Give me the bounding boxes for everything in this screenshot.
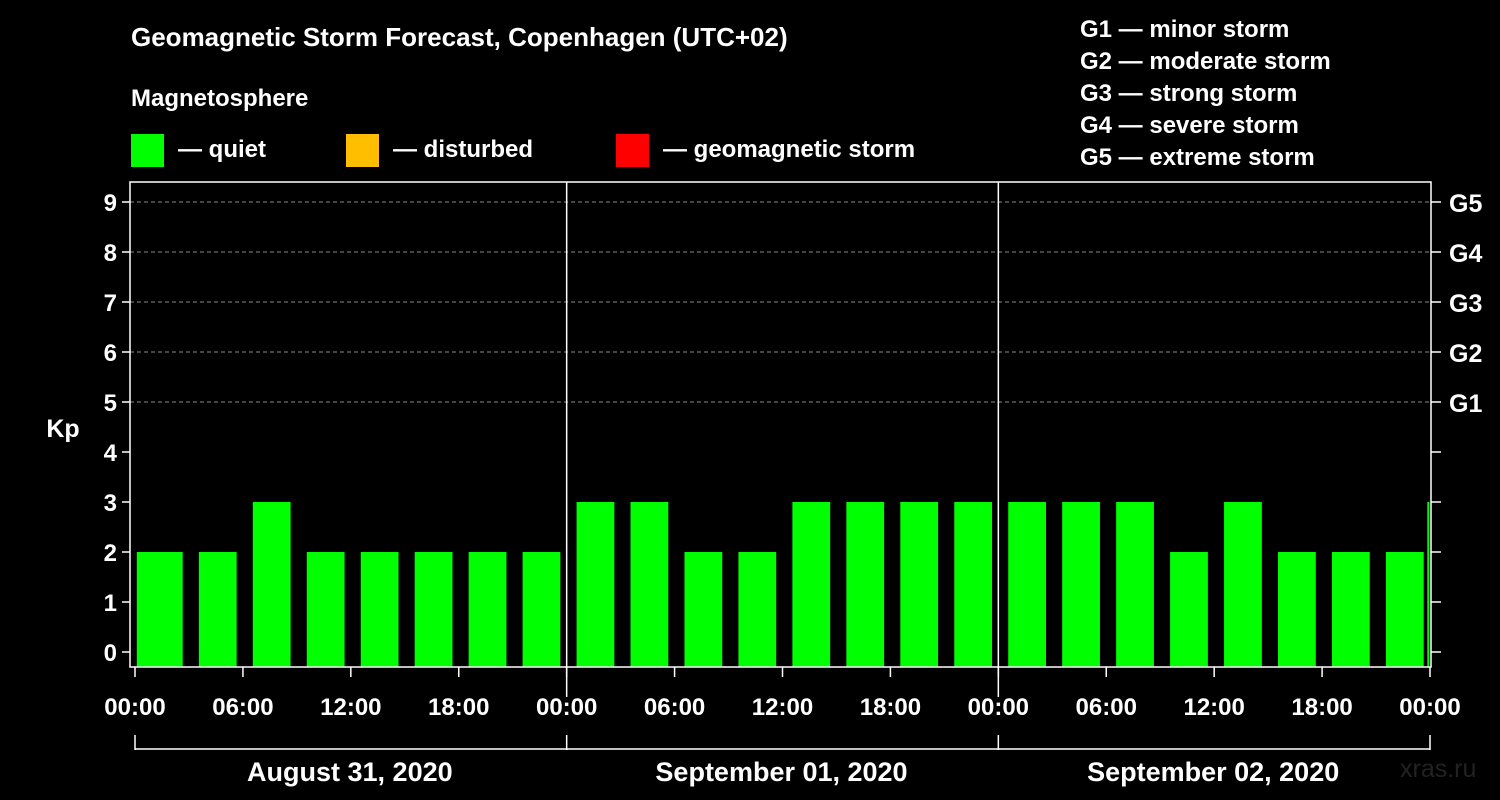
day-label: September 02, 2020: [1087, 757, 1339, 787]
kp-bar: [360, 552, 399, 667]
magnetosphere-heading: Magnetosphere: [131, 85, 309, 112]
legend-item-storm: — geomagnetic storm: [616, 133, 915, 167]
watermark: xras.ru: [1400, 755, 1477, 783]
kp-bar: [1062, 502, 1100, 667]
kp-bar: [684, 552, 723, 667]
kp-bar: [630, 502, 669, 667]
y-axis-label: Kp: [46, 415, 79, 443]
kp-bar: [522, 552, 561, 667]
plot-frame: [129, 181, 1432, 668]
legend-label-disturbed: — disturbed: [393, 136, 534, 163]
legend-swatch-quiet: [131, 133, 164, 167]
kp-bar: [306, 552, 345, 667]
g-level-g3: G3 — strong storm: [1080, 80, 1298, 107]
kp-bar: [1008, 502, 1046, 667]
kp-bar: [738, 552, 777, 667]
legend-label-quiet: — quiet: [178, 136, 266, 163]
y-tick-label: 8: [104, 240, 117, 267]
day-label: September 01, 2020: [655, 757, 907, 787]
kp-bar: [1427, 502, 1430, 667]
kp-bar: [576, 502, 615, 667]
x-tick-label: 18:00: [428, 694, 489, 721]
g-level-g1: G1 — minor storm: [1080, 16, 1290, 43]
x-tick-label: 18:00: [1291, 694, 1352, 721]
g-axis-label-g5: G5: [1449, 190, 1482, 218]
kp-bar: [846, 502, 885, 667]
g-axis-label-g1: G1: [1449, 390, 1482, 418]
y-tick-label: 9: [104, 190, 117, 217]
g-level-g4: G4 — severe storm: [1080, 112, 1299, 139]
g-level-g2: G2 — moderate storm: [1080, 48, 1331, 75]
g-level-legend: G1 — minor storm G2 — moderate storm G3 …: [1080, 14, 1331, 174]
y-tick-label: 2: [104, 540, 117, 567]
x-tick-label: 00:00: [536, 694, 597, 721]
kp-bar: [954, 502, 993, 667]
y-tick-label: 3: [104, 490, 117, 517]
kp-bar: [1116, 502, 1154, 667]
kp-bar: [1170, 552, 1208, 667]
x-tick-label: 18:00: [860, 694, 921, 721]
y-tick-label: 6: [104, 340, 117, 367]
y-tick-label: 7: [104, 290, 117, 317]
kp-bar: [252, 502, 291, 667]
x-tick-label: 00:00: [968, 694, 1029, 721]
x-tick-label: 00:00: [104, 694, 165, 721]
day-label: August 31, 2020: [247, 757, 453, 787]
chart-title: Geomagnetic Storm Forecast, Copenhagen (…: [131, 22, 788, 52]
kp-bar: [1278, 552, 1316, 667]
kp-bar: [414, 552, 453, 667]
legend-item-disturbed: — disturbed: [346, 133, 533, 167]
x-tick-label: 12:00: [1183, 694, 1244, 721]
x-tick-label: 00:00: [1399, 694, 1460, 721]
kp-bar: [468, 552, 507, 667]
kp-bar: [1224, 502, 1262, 667]
x-tick-label: 06:00: [1076, 694, 1137, 721]
y-tick-label: 1: [104, 590, 117, 617]
g-axis-label-g4: G4: [1449, 240, 1482, 268]
legend-item-quiet: — quiet: [131, 133, 266, 167]
x-tick-label: 12:00: [320, 694, 381, 721]
kp-bar: [900, 502, 939, 667]
kp-bar: [792, 502, 831, 667]
g-level-g5: G5 — extreme storm: [1080, 144, 1315, 171]
kp-bar: [136, 552, 183, 667]
x-tick-label: 06:00: [644, 694, 705, 721]
g-axis-label-g3: G3: [1449, 290, 1482, 318]
legend-swatch-disturbed: [346, 133, 379, 167]
x-tick-label: 12:00: [752, 694, 813, 721]
y-tick-label: 4: [104, 440, 118, 467]
kp-bar: [1385, 552, 1424, 667]
legend-swatch-storm: [616, 133, 649, 167]
kp-bar: [198, 552, 237, 667]
y-tick-label: 5: [104, 390, 117, 417]
x-tick-label: 06:00: [212, 694, 273, 721]
kp-bar: [1331, 552, 1370, 667]
legend-label-storm: — geomagnetic storm: [663, 136, 916, 163]
y-tick-label: 0: [104, 640, 117, 667]
g-axis-label-g2: G2: [1449, 340, 1482, 368]
